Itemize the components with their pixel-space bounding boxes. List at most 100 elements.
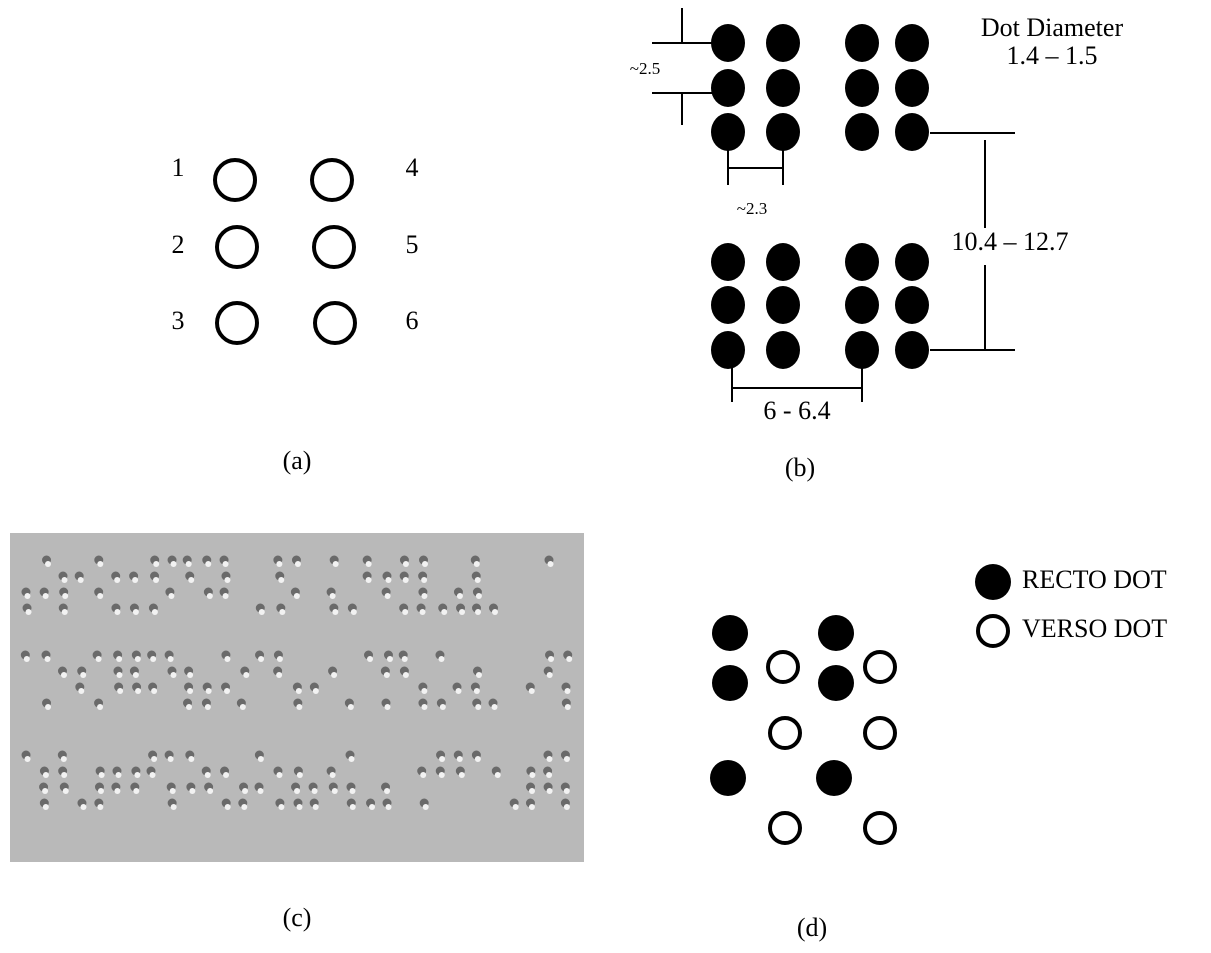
photo-dot-highlight — [80, 804, 86, 810]
photo-dot-highlight — [224, 656, 230, 662]
figure: 1 2 3 4 5 6 (a) ~2.5 ~2.3 10.4 – 12.7 6 … — [0, 0, 1211, 953]
photo-dot-highlight — [294, 788, 300, 794]
photo-dot-highlight — [279, 609, 285, 615]
photo-dot-highlight — [277, 656, 283, 662]
photo-dot-highlight — [313, 688, 319, 694]
photo-dot-highlight — [97, 804, 103, 810]
photo-dot-highlight — [564, 688, 570, 694]
photo-dot-highlight — [186, 704, 192, 710]
dimension-label: 10.4 – 12.7 — [952, 227, 1069, 256]
photo-dot-highlight — [133, 609, 139, 615]
photo-dot-highlight — [367, 656, 373, 662]
photo-dot-highlight — [475, 756, 481, 762]
photo-dot-highlight — [476, 672, 482, 678]
photo-dot-highlight — [349, 788, 355, 794]
dot-number: 1 — [172, 153, 185, 182]
photo-dot-highlight — [189, 788, 195, 794]
panel-c: (c) — [10, 533, 584, 932]
photo-dot-highlight — [168, 756, 174, 762]
photo-dot-highlight — [61, 756, 67, 762]
photo-dot-highlight — [387, 656, 393, 662]
photo-dot-highlight — [62, 609, 68, 615]
braille-dot — [895, 331, 929, 369]
photo-dot-highlight — [296, 688, 302, 694]
photo-dot-highlight — [205, 772, 211, 778]
braille-dot — [711, 24, 745, 62]
photo-dot-highlight — [43, 804, 49, 810]
photo-dot-highlight — [223, 593, 229, 599]
recto-dot — [818, 665, 854, 701]
photo-dot-highlight — [98, 788, 104, 794]
verso-dot — [770, 718, 800, 748]
photo-dot-highlight — [331, 672, 337, 678]
photo-dot-highlight — [421, 577, 427, 583]
photo-dot-highlight — [114, 577, 120, 583]
braille-dot — [711, 286, 745, 324]
recto-dot — [712, 615, 748, 651]
braille-dot — [845, 113, 879, 151]
photo-dot-highlight — [205, 561, 211, 567]
photo-dot-highlight — [440, 704, 446, 710]
photo-dot-highlight — [152, 609, 158, 615]
photo-dot-highlight — [116, 656, 122, 662]
photo-dot-highlight — [403, 672, 409, 678]
caption: (d) — [797, 913, 827, 942]
photo-dot-highlight — [24, 593, 30, 599]
photo-dot-highlight — [278, 577, 284, 583]
photo-dot-highlight — [276, 672, 282, 678]
recto-dot — [818, 615, 854, 651]
photo-dot-highlight — [564, 788, 570, 794]
photo-dot-highlight — [350, 804, 356, 810]
photo-dot-highlight — [153, 577, 159, 583]
photo-dot-highlight — [351, 609, 357, 615]
photo-dot-highlight — [385, 577, 391, 583]
dot-outline — [215, 160, 255, 200]
photo-dot-highlight — [63, 788, 69, 794]
photo-dot-highlight — [474, 688, 480, 694]
photo-dot-highlight — [439, 756, 445, 762]
photo-dot-highlight — [294, 593, 300, 599]
photo-dot-highlight — [332, 609, 338, 615]
photo-dot-highlight — [438, 656, 444, 662]
photo-dot-highlight — [24, 656, 30, 662]
braille-dot — [711, 331, 745, 369]
braille-dot — [845, 286, 879, 324]
photo-dot-highlight — [62, 593, 68, 599]
photo-dot-highlight — [529, 788, 535, 794]
photo-dot-highlight — [348, 704, 354, 710]
photo-dot-highlight — [459, 609, 465, 615]
braille-dot — [766, 113, 800, 151]
photo-dot-highlight — [529, 688, 535, 694]
recto-dot — [710, 760, 746, 796]
braille-dot — [845, 24, 879, 62]
braille-dot — [711, 243, 745, 281]
photo-dot-highlight — [423, 804, 429, 810]
photo-dot-highlight — [225, 804, 231, 810]
photo-dot-highlight — [224, 577, 230, 583]
braille-dot — [895, 24, 929, 62]
photo-dot-highlight — [115, 772, 121, 778]
photo-dot-highlight — [43, 593, 49, 599]
photo-dot-highlight — [420, 609, 426, 615]
photo-dot-highlight — [135, 688, 141, 694]
caption: (c) — [283, 903, 312, 932]
photo-dot-highlight — [475, 609, 481, 615]
photo-dot-highlight — [546, 756, 552, 762]
photo-dot-highlight — [566, 656, 572, 662]
photo-dot-highlight — [312, 788, 318, 794]
photo-dot-highlight — [206, 688, 212, 694]
photo-dot-highlight — [61, 672, 67, 678]
verso-dot — [865, 718, 895, 748]
photo-dot-highlight — [475, 577, 481, 583]
photo-dot-highlight — [547, 672, 553, 678]
photo-dot-highlight — [278, 804, 284, 810]
photo-dot-highlight — [441, 609, 447, 615]
photo-dot-highlight — [135, 656, 141, 662]
photo-dot-highlight — [116, 672, 122, 678]
braille-dot — [766, 331, 800, 369]
photo-dot-highlight — [385, 593, 391, 599]
diameter-title: Dot Diameter — [981, 13, 1124, 42]
dot-outline — [315, 303, 355, 343]
braille-dot — [895, 69, 929, 107]
photo-dot-highlight — [402, 656, 408, 662]
